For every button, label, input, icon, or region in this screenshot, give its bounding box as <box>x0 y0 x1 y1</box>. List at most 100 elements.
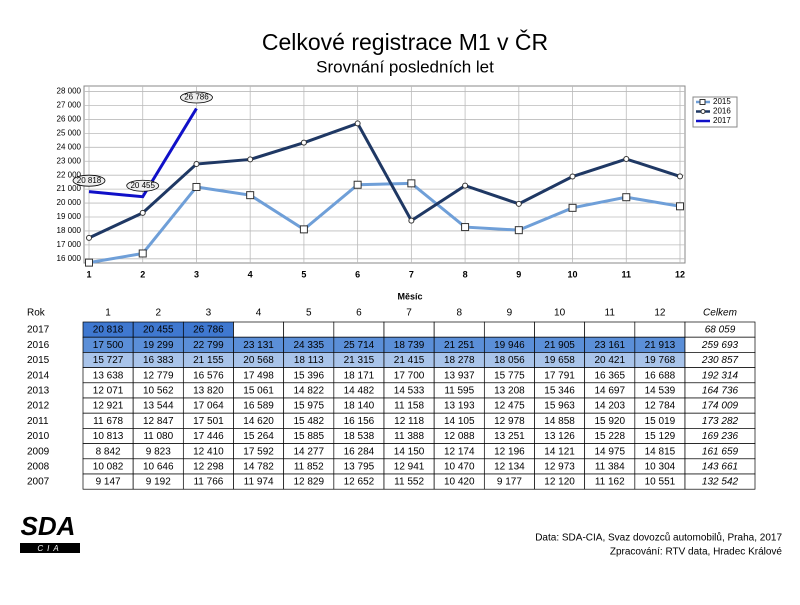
y-tick-label: 27 000 <box>57 101 82 110</box>
table-value: 12 174 <box>444 446 475 457</box>
table-value: 15 346 <box>544 386 575 397</box>
chart-title: Celkové registrace M1 v ČR <box>262 28 548 55</box>
table-value: 21 905 <box>544 340 575 351</box>
table-value: 18 739 <box>394 340 425 351</box>
y-tick-label: 21 000 <box>57 184 82 193</box>
table-value: 18 056 <box>494 355 525 366</box>
table-value: 11 552 <box>394 477 424 488</box>
table-value: 18 113 <box>294 355 324 366</box>
table-value: 259 693 <box>701 340 739 351</box>
table-value: 15 019 <box>645 416 676 427</box>
table-value: 11 766 <box>193 477 223 488</box>
table-value: 15 885 <box>293 431 324 442</box>
table-value: 68 059 <box>705 325 736 336</box>
label-bg <box>72 174 106 187</box>
table-value: 143 661 <box>702 462 738 473</box>
table-value: 10 470 <box>444 462 475 473</box>
table-value: 14 105 <box>444 416 475 427</box>
processed-by: Zpracování: RTV data, Hradec Králové <box>610 547 783 558</box>
table-header: 9 <box>507 308 513 319</box>
table-value: 169 236 <box>702 431 739 442</box>
y-tick-label: 20 000 <box>57 198 82 207</box>
point <box>408 217 415 224</box>
x-axis-label: Měsíc <box>397 291 422 301</box>
table-value: 19 658 <box>544 355 575 366</box>
logo-band <box>20 543 80 553</box>
table-value: 132 542 <box>702 477 739 488</box>
table-value: 17 064 <box>193 401 224 412</box>
table-value: 12 088 <box>444 431 475 442</box>
table-value: 22 799 <box>193 340 224 351</box>
table-value: 14 822 <box>293 386 324 397</box>
table-value: 2008 <box>27 462 50 473</box>
table-value: 10 646 <box>143 462 174 473</box>
table-value: 11 080 <box>143 431 173 442</box>
legend-label: 2016 <box>713 107 731 116</box>
table-cell <box>333 321 385 338</box>
table-value: 161 659 <box>702 446 739 457</box>
y-tick-label: 24 000 <box>57 142 82 151</box>
table-value: 12 921 <box>93 401 124 412</box>
table-value: 12 071 <box>93 386 124 397</box>
logo-sub: CIA <box>37 544 62 553</box>
table-value: 26 786 <box>193 325 224 336</box>
table-value: 12 652 <box>344 477 375 488</box>
x-tick-label: 4 <box>248 269 253 279</box>
table-cell <box>634 321 686 338</box>
table-value: 17 501 <box>193 416 224 427</box>
table-value: 10 420 <box>444 477 475 488</box>
point <box>85 258 93 267</box>
table-value: 174 009 <box>702 401 739 412</box>
table-value: 15 963 <box>544 401 575 412</box>
table-header: 12 <box>654 308 666 319</box>
table-value: 12 779 <box>143 370 174 381</box>
table-cell <box>684 473 756 490</box>
table-value: 11 158 <box>394 401 424 412</box>
y-tick-label: 19 000 <box>57 212 82 221</box>
table-value: 17 700 <box>394 370 425 381</box>
point <box>138 249 147 258</box>
table-value: 12 196 <box>494 446 525 457</box>
legend-marker <box>699 99 706 105</box>
table-cell <box>233 321 285 338</box>
point <box>246 191 255 200</box>
legend-label: 2015 <box>713 97 731 106</box>
logo: SDA <box>21 511 76 541</box>
table-value: 11 678 <box>93 416 123 427</box>
table-value: 12 118 <box>394 416 424 427</box>
table-value: 8 842 <box>96 446 121 457</box>
table-value: 2015 <box>27 355 50 366</box>
data-label: 26 786 <box>184 93 209 102</box>
table-value: 14 203 <box>594 401 625 412</box>
table-value: 15 129 <box>645 431 676 442</box>
table-value: 20 421 <box>594 355 625 366</box>
table-value: 16 576 <box>193 370 224 381</box>
point <box>353 180 362 189</box>
table-value: 11 852 <box>294 462 324 473</box>
table-value: 173 282 <box>702 416 739 427</box>
label-bg <box>180 91 213 104</box>
x-tick-label: 12 <box>675 269 685 279</box>
point <box>677 173 683 180</box>
table-value: 18 140 <box>344 401 375 412</box>
source: Data: SDA-CIA, Svaz dovozců automobilů, … <box>535 532 782 544</box>
x-tick-label: 9 <box>516 269 521 279</box>
table-value: 17 498 <box>243 370 274 381</box>
table-value: 11 974 <box>244 477 274 488</box>
table-value: 16 156 <box>344 416 375 427</box>
point <box>462 182 469 189</box>
table-value: 2014 <box>27 370 50 381</box>
x-tick-label: 1 <box>86 269 91 279</box>
legend-label: 2017 <box>713 116 731 125</box>
table-value: 164 736 <box>702 386 739 397</box>
point <box>569 173 576 180</box>
table-header: Rok <box>27 308 46 319</box>
table-value: 15 975 <box>293 401 324 412</box>
table-value: 2017 <box>27 325 50 336</box>
table-value: 21 913 <box>645 340 676 351</box>
table-value: 12 475 <box>494 401 525 412</box>
table-value: 11 595 <box>444 386 474 397</box>
table-header: 8 <box>456 308 462 319</box>
table-cell <box>283 321 335 338</box>
